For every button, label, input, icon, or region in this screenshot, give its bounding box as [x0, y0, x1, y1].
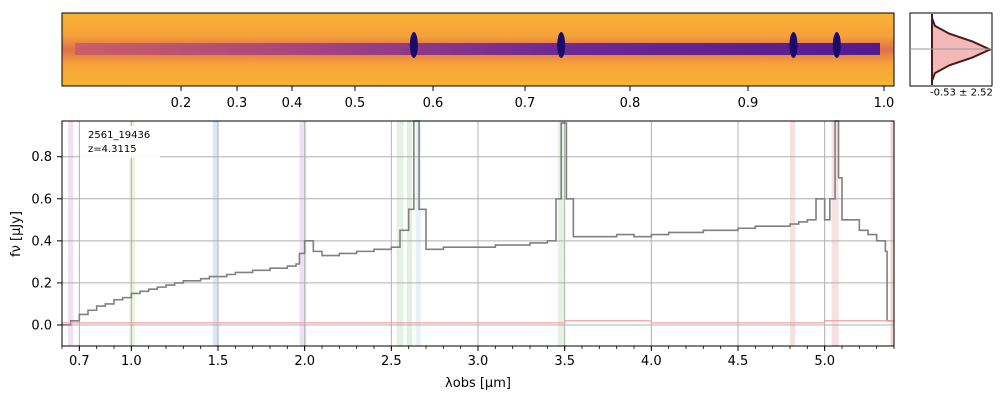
x-tick-label-2: 1.5 [208, 354, 229, 369]
line-band-2 [212, 121, 218, 346]
line-band-3 [299, 121, 307, 346]
series-line-1 [62, 320, 894, 324]
line-band-9 [831, 121, 839, 346]
legend-box [80, 126, 160, 158]
x-tick-label-1: 1.0 [121, 354, 142, 369]
y-tick-label-0: 0.0 [31, 318, 52, 333]
upper-tick-label-1: 0.3 [227, 96, 248, 111]
line-band-1 [129, 121, 135, 346]
x-tick-label-9: 5.0 [814, 354, 835, 369]
spectrum-2d-panel: 0.2 0.3 0.4 0.5 0.6 0.7 0.8 0.9 1.0 [61, 12, 895, 111]
emission-blob-0 [409, 32, 418, 58]
x-tick-label-3: 2.0 [294, 354, 315, 369]
line-band-8 [790, 121, 796, 346]
emission-blob-3 [832, 32, 841, 58]
line-band-10 [890, 121, 894, 346]
x-tick-label-7: 4.0 [641, 354, 662, 369]
redshift-label: z=4.3115 [88, 144, 137, 155]
y-tick-label-3: 0.6 [31, 192, 52, 207]
emission-blob-2 [789, 32, 798, 58]
line-band-0 [68, 121, 74, 346]
x-tick-label-0: 0.7 [69, 354, 90, 369]
upper-tick-label-7: 0.9 [738, 96, 759, 111]
x-tick-label-6: 3.5 [554, 354, 575, 369]
y-axis-label: fν [μJy] [9, 211, 24, 257]
x-tick-label-5: 3.0 [468, 354, 489, 369]
spectrum-2d-frame [61, 12, 895, 87]
x-tick-label-8: 4.5 [728, 354, 749, 369]
y-tick-label-2: 0.4 [31, 234, 52, 249]
line-band-6 [415, 121, 421, 346]
upper-tick-label-6: 0.8 [620, 96, 641, 111]
line-band-5 [406, 121, 413, 346]
upper-tick-label-2: 0.4 [282, 96, 303, 111]
trace-profile-annotation: -0.53 ± 2.52 [930, 87, 993, 98]
x-tick-label-4: 2.5 [381, 354, 402, 369]
emission-blob-1 [557, 32, 566, 58]
y-tick-label-4: 0.8 [31, 150, 52, 165]
y-tick-label-1: 0.2 [31, 276, 52, 291]
object-id-label: 2561_19436 [88, 130, 150, 141]
upper-tick-label-4: 0.6 [423, 96, 444, 111]
upper-tick-label-0: 0.2 [171, 96, 192, 111]
trace-profile-panel: -0.53 ± 2.52 [909, 12, 993, 98]
spectrum-1d-panel: 0.7 1.0 1.5 2.0 2.5 3.0 3.5 4.0 4.5 5.0 0.0 0.2 0.4… [9, 120, 895, 391]
upper-tick-label-3: 0.5 [345, 96, 366, 111]
spectrum-2d-trace [75, 43, 880, 55]
line-band-7 [557, 121, 565, 346]
upper-tick-label-5: 0.7 [515, 96, 536, 111]
x-axis-label: λobs [μm] [445, 376, 511, 391]
upper-tick-label-8: 1.0 [874, 96, 895, 111]
